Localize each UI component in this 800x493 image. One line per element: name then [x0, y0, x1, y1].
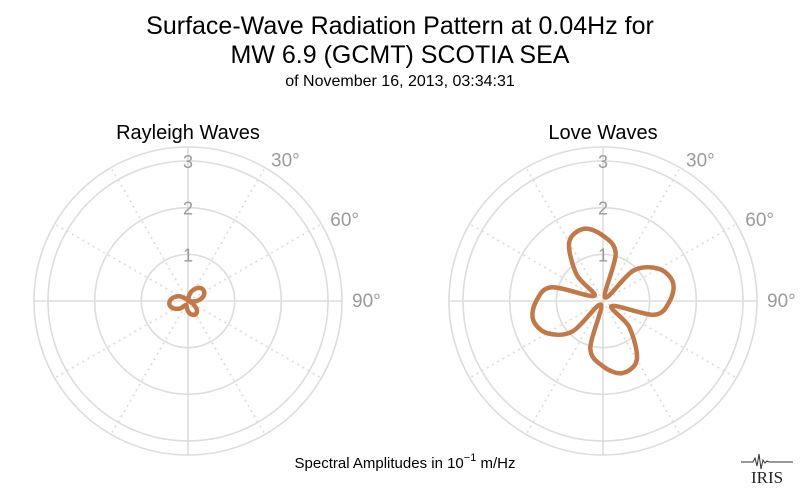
panel-2-angle-label: 90° — [767, 291, 796, 312]
iris-logo-graphic: IRIS — [741, 453, 793, 487]
panel-2-grid-spoke-300 — [469, 223, 604, 302]
panel-1-grid-spoke-210 — [110, 300, 189, 435]
panel-1-panel-title: Rayleigh Waves — [116, 122, 260, 144]
panel-1-angle-label: 90° — [352, 291, 381, 312]
panel-2-grid-spoke-150 — [602, 300, 681, 435]
unit-label-exponent: −1 — [463, 452, 477, 464]
panel-2-grid-spoke-210 — [525, 300, 604, 435]
panel-2-radial-tick-label: 3 — [598, 152, 608, 172]
amplitude-unit-label: Spectral Amplitudes in 10−1 m/Hz — [0, 452, 800, 472]
panel-2-grid-spoke-120 — [602, 300, 737, 379]
panel-1-angle-label: 60° — [330, 210, 359, 231]
unit-label-prefix: Spectral Amplitudes in 10 — [294, 455, 464, 472]
unit-label-unit: m/Hz — [476, 455, 516, 472]
panel-1-radiation-pattern-curve — [167, 285, 207, 318]
panel-1-grid-spoke-150 — [187, 300, 266, 435]
chart-title: Surface-Wave Radiation Pattern at 0.04Hz… — [0, 12, 800, 93]
panel-2-grid-spoke-240 — [469, 300, 604, 379]
iris-logo: IRIS — [739, 452, 795, 488]
panel-2-radial-tick-label: 1 — [598, 245, 608, 265]
panel-1-grid-spoke-330 — [110, 167, 189, 302]
iris-logo-text: IRIS — [751, 468, 783, 487]
panel-2-panel-title: Love Waves — [548, 122, 657, 144]
panel-1-radial-tick-label: 3 — [183, 152, 193, 172]
panel-2-angle-label: 60° — [745, 210, 774, 231]
panel-2-polar-plot: 1 2 3 30° 60° 90° Love Waves — [448, 122, 796, 456]
panel-2-radiation-pattern-curve — [530, 226, 676, 376]
panel-2-grid-spoke-60 — [602, 223, 737, 302]
title-line-2: MW 6.9 (GCMT) SCOTIA SEA — [230, 41, 570, 69]
panel-1-radial-tick-label: 1 — [183, 245, 193, 265]
panel-1-grid-spoke-30 — [187, 167, 266, 302]
title-line-1: Surface-Wave Radiation Pattern at 0.04Hz… — [146, 12, 654, 40]
panel-2-angle-label: 30° — [686, 151, 715, 172]
panel-1-angle-label: 30° — [271, 151, 300, 172]
panel-1-grid-spoke-60 — [187, 223, 322, 302]
panel-2-radial-tick-label: 2 — [598, 199, 608, 219]
panel-2-grid-spoke-30 — [602, 167, 681, 302]
panel-2-grid-spoke-330 — [525, 167, 604, 302]
panel-1-grid-spoke-120 — [187, 300, 322, 379]
panel-1-grid-spoke-300 — [54, 223, 189, 302]
event-date-subtitle: of November 16, 2013, 03:34:31 — [285, 73, 515, 90]
panel-1-radial-tick-label: 2 — [183, 199, 193, 219]
panel-1-polar-plot: 1 2 3 30° 60° 90° Rayleigh Waves — [33, 122, 381, 456]
panel-1-grid-spoke-240 — [54, 300, 189, 379]
